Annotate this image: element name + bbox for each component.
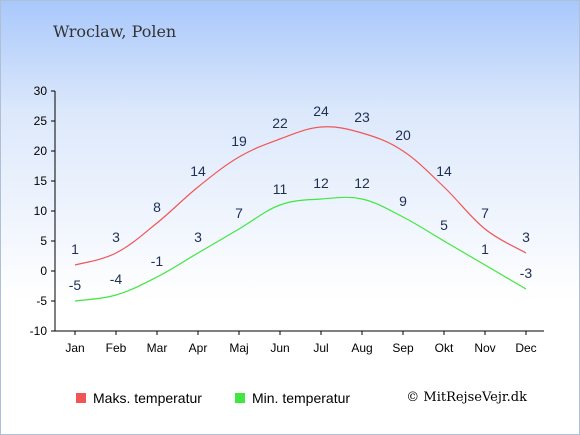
max-data-label: 3 xyxy=(112,229,120,245)
y-tick-label: 5 xyxy=(40,234,47,248)
x-tick-label: Sep xyxy=(392,341,414,355)
max-data-label: 22 xyxy=(272,115,288,131)
max-data-label: 14 xyxy=(190,163,206,179)
x-tick-label: Jan xyxy=(65,341,84,355)
legend-label-max: Maks. temperatur xyxy=(93,390,202,406)
min-data-label: 5 xyxy=(440,217,448,233)
min-data-label: -5 xyxy=(69,277,82,293)
legend-swatch-max xyxy=(76,393,86,403)
series-lines xyxy=(74,126,527,302)
y-tick-label: 10 xyxy=(34,204,48,218)
max-data-label: 20 xyxy=(395,127,411,143)
min-temperature-line xyxy=(74,196,527,302)
max-data-label: 3 xyxy=(522,229,530,245)
legend-item-min: Min. temperatur xyxy=(235,390,350,406)
min-data-label: -4 xyxy=(110,271,123,287)
min-data-label: 7 xyxy=(235,205,243,221)
y-tick-label: 15 xyxy=(34,174,48,188)
min-data-label: 1 xyxy=(481,241,489,257)
max-data-label: 23 xyxy=(354,109,370,125)
legend-swatch-min xyxy=(235,393,245,403)
max-temperature-line xyxy=(74,126,527,266)
x-tick-label: Maj xyxy=(229,341,248,355)
x-tick-label: Apr xyxy=(189,341,208,355)
min-data-label: 11 xyxy=(273,181,288,197)
min-data-label: -1 xyxy=(151,253,164,269)
legend-item-max: Maks. temperatur xyxy=(76,390,202,406)
max-data-label: 24 xyxy=(313,103,329,119)
x-tick-label: Nov xyxy=(474,341,495,355)
max-data-label: 14 xyxy=(436,163,452,179)
x-tick-label: Aug xyxy=(351,341,372,355)
y-tick-label: 0 xyxy=(40,264,47,278)
y-tick-label: -10 xyxy=(30,324,48,338)
max-data-label: 1 xyxy=(71,241,79,257)
max-data-label: 8 xyxy=(153,199,161,215)
min-data-label: 12 xyxy=(354,175,370,191)
min-data-label: -3 xyxy=(520,265,533,281)
x-tick-label: Jun xyxy=(270,341,289,355)
x-tick-label: Jul xyxy=(313,341,328,355)
y-tick-label: 30 xyxy=(34,84,48,98)
x-tick-label: Dec xyxy=(515,341,536,355)
x-tick-label: Mar xyxy=(147,341,168,355)
y-tick-label: 25 xyxy=(34,114,48,128)
data-labels: 1 3 8 14 19 22 24 23 20 14 7 3 -5 -4 -1 3 7 11 12 12 9 5 1 -3 xyxy=(69,103,533,293)
y-tick-label: -5 xyxy=(36,294,47,308)
x-tick-label: Feb xyxy=(106,341,127,355)
y-tick-label: 20 xyxy=(34,144,48,158)
chart-title: Wroclaw, Polen xyxy=(53,22,177,41)
copyright-text: © MitRejseVejr.dk xyxy=(406,390,527,405)
min-data-label: 3 xyxy=(194,229,202,245)
max-data-label: 7 xyxy=(481,205,489,221)
min-data-label: 9 xyxy=(399,193,407,209)
legend-label-min: Min. temperatur xyxy=(252,390,351,406)
max-data-label: 19 xyxy=(231,133,247,149)
x-tick-label: Okt xyxy=(435,341,454,355)
min-data-label: 12 xyxy=(313,175,329,191)
